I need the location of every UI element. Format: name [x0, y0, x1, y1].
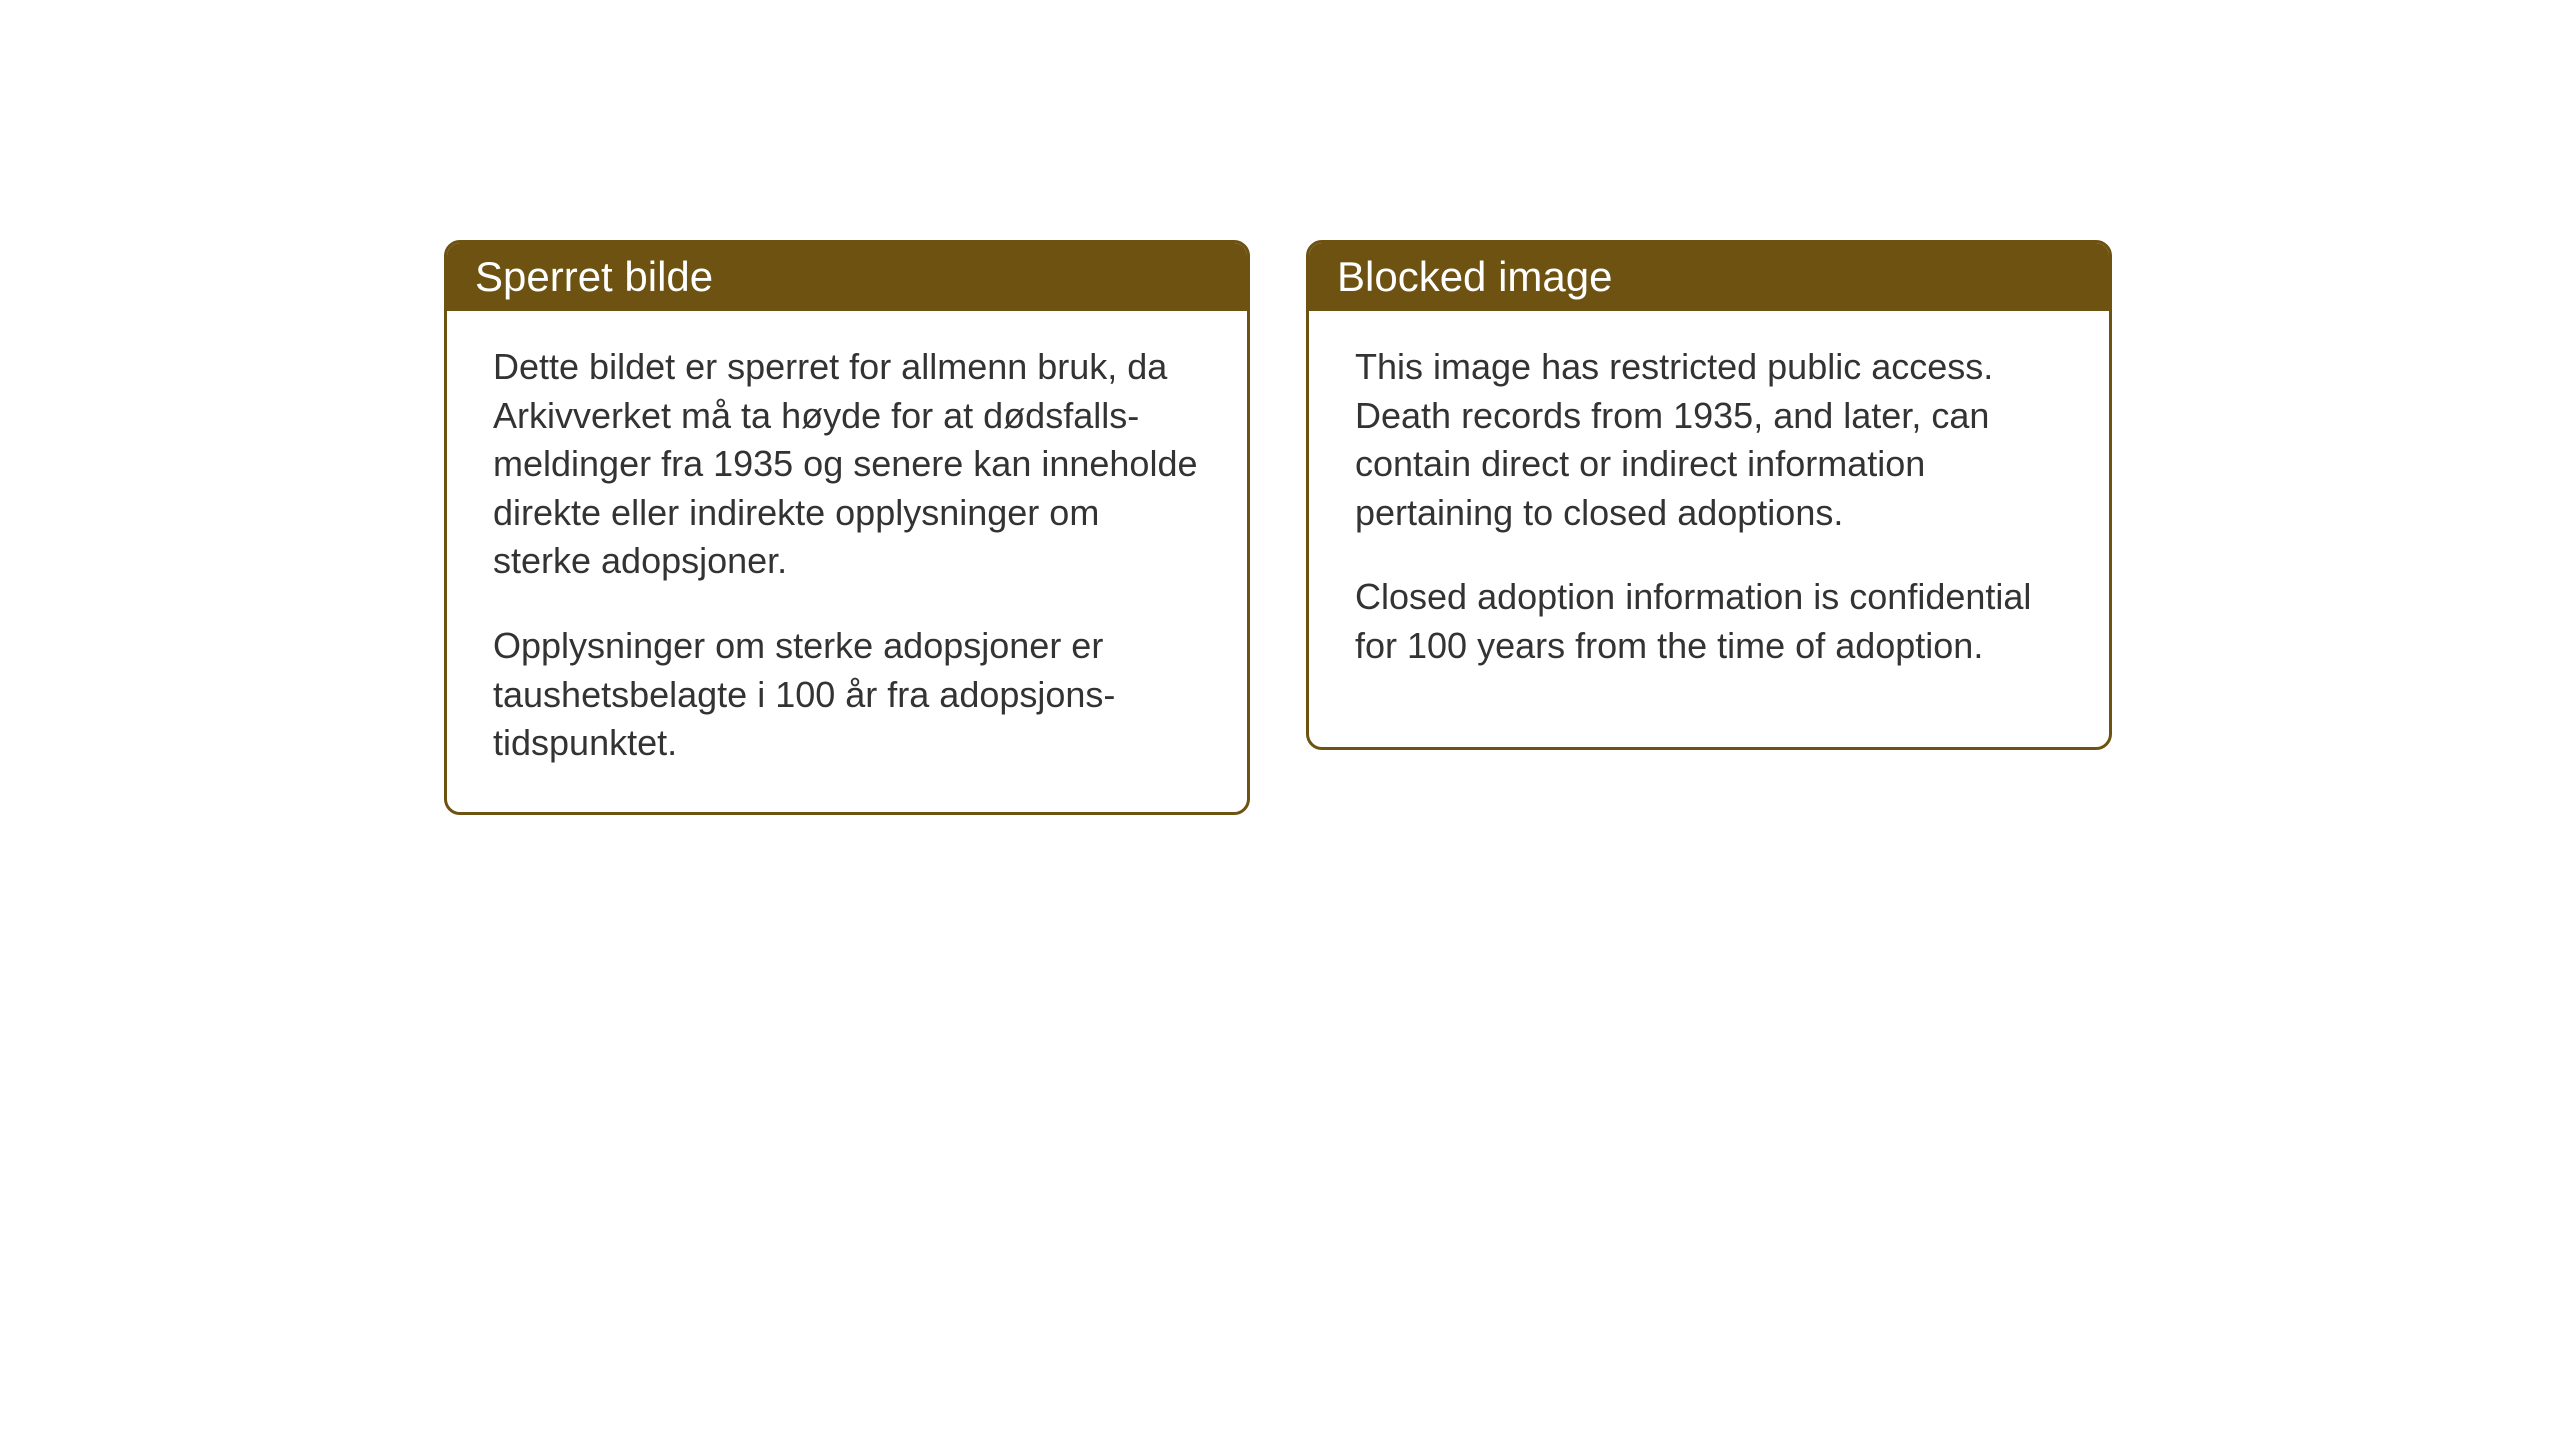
card-title-english: Blocked image	[1337, 253, 1612, 300]
paragraph-english-2: Closed adoption information is confident…	[1355, 573, 2063, 670]
card-title-norwegian: Sperret bilde	[475, 253, 713, 300]
paragraph-norwegian-1: Dette bildet er sperret for allmenn bruk…	[493, 343, 1201, 586]
card-body-english: This image has restricted public access.…	[1309, 311, 2109, 715]
card-header-english: Blocked image	[1309, 243, 2109, 311]
card-header-norwegian: Sperret bilde	[447, 243, 1247, 311]
notice-card-norwegian: Sperret bilde Dette bildet er sperret fo…	[444, 240, 1250, 815]
notice-container: Sperret bilde Dette bildet er sperret fo…	[444, 240, 2112, 815]
paragraph-norwegian-2: Opplysninger om sterke adopsjoner er tau…	[493, 622, 1201, 768]
paragraph-english-1: This image has restricted public access.…	[1355, 343, 2063, 537]
notice-card-english: Blocked image This image has restricted …	[1306, 240, 2112, 750]
card-body-norwegian: Dette bildet er sperret for allmenn bruk…	[447, 311, 1247, 812]
